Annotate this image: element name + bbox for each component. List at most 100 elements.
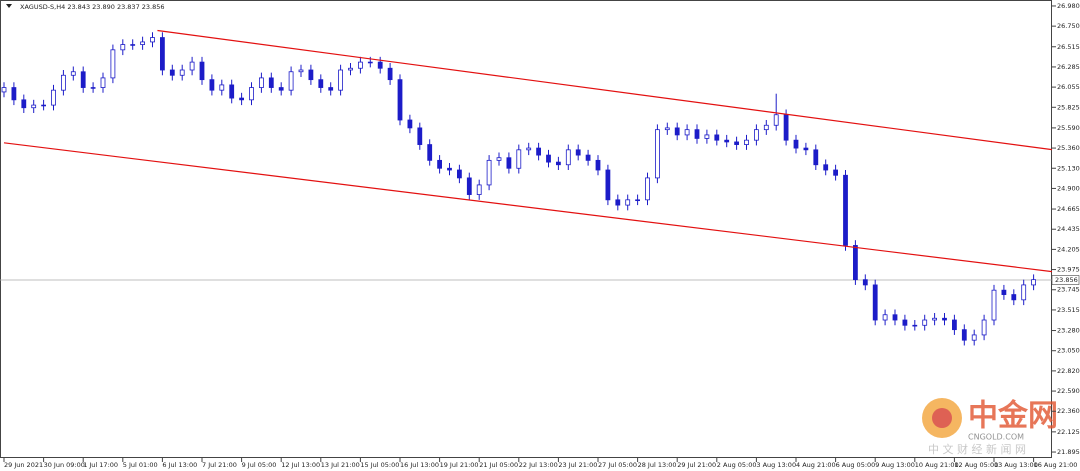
x-tick-label: 13 Jul 21:00 bbox=[321, 461, 360, 469]
y-tick-label: 22.125 bbox=[1057, 428, 1080, 436]
candle-body bbox=[912, 324, 918, 327]
plot-frame bbox=[0, 0, 1052, 458]
candle-body bbox=[397, 79, 403, 121]
x-tick-label: 13 Aug 13:00 bbox=[994, 461, 1038, 469]
x-tick-label: 19 Jul 21:00 bbox=[440, 461, 479, 469]
x-tick-label: 29 Jul 21:00 bbox=[677, 461, 716, 469]
candle-body bbox=[219, 84, 225, 91]
candle-body bbox=[456, 169, 462, 179]
candle-body bbox=[288, 71, 294, 91]
candle-body bbox=[674, 127, 680, 136]
x-tick-label: 4 Aug 21:00 bbox=[796, 461, 836, 469]
x-tick-label: 10 Aug 21:00 bbox=[915, 461, 959, 469]
y-tick-label: 26.750 bbox=[1057, 22, 1080, 30]
candle-body bbox=[615, 199, 621, 206]
x-tick-label: 12 Aug 05:00 bbox=[954, 461, 998, 469]
candle-body bbox=[189, 61, 195, 71]
candle-body bbox=[952, 319, 957, 331]
candle-body bbox=[130, 44, 136, 46]
candle-body bbox=[714, 134, 720, 141]
candle-body bbox=[833, 169, 838, 176]
candle-body bbox=[565, 149, 571, 166]
candle-body bbox=[1031, 279, 1036, 286]
x-tick-label: 30 Jun 09:00 bbox=[44, 461, 85, 469]
x-tick-label: 5 Jul 01:00 bbox=[123, 461, 158, 469]
candle-body bbox=[585, 154, 591, 161]
y-tick-label: 24.665 bbox=[1057, 205, 1080, 213]
x-tick-label: 7 Jul 21:00 bbox=[202, 461, 237, 469]
candle-body bbox=[377, 61, 383, 69]
candle-body bbox=[803, 147, 809, 151]
y-tick-label: 24.205 bbox=[1057, 245, 1080, 253]
candle-body bbox=[258, 77, 264, 88]
candle-body bbox=[664, 127, 670, 131]
candle-body bbox=[516, 149, 522, 169]
candle-body bbox=[100, 77, 106, 88]
x-tick-label: 9 Jul 05:00 bbox=[242, 461, 277, 469]
candle-body bbox=[902, 319, 908, 326]
candle-body bbox=[318, 79, 324, 88]
y-tick-label: 25.130 bbox=[1057, 164, 1080, 172]
candle-body bbox=[763, 124, 769, 131]
candle-body bbox=[813, 149, 819, 166]
watermark-title: 中金网 bbox=[968, 399, 1058, 434]
x-tick-label: 27 Jul 05:00 bbox=[598, 461, 637, 469]
candle-body bbox=[199, 61, 205, 81]
x-tick-label: 3 Aug 13:00 bbox=[756, 461, 796, 469]
candle-body bbox=[447, 167, 452, 171]
candle-body bbox=[744, 139, 749, 145]
trend-line bbox=[157, 29, 1053, 151]
trend-line bbox=[3, 142, 1053, 273]
candle-body bbox=[882, 314, 888, 321]
x-tick-label: 16 Aug 21:00 bbox=[1034, 461, 1078, 469]
x-tick-label: 16 Jul 13:00 bbox=[400, 461, 439, 469]
candle-body bbox=[823, 164, 829, 171]
candle-body bbox=[169, 69, 175, 76]
candle-body bbox=[357, 61, 363, 69]
candle-body bbox=[773, 114, 779, 126]
candle-body bbox=[348, 67, 353, 71]
candle-body bbox=[506, 157, 512, 169]
watermark: 中金网 CNGOLD.COM 中 文 财 经 新 闻 网 bbox=[922, 398, 1058, 456]
candle-body bbox=[922, 319, 928, 326]
y-tick-label: 22.590 bbox=[1057, 387, 1080, 395]
candle-body bbox=[51, 89, 56, 106]
candle-body bbox=[536, 147, 541, 156]
watermark-logo-inner bbox=[932, 408, 952, 428]
x-tick-label: 28 Jul 13:00 bbox=[638, 461, 677, 469]
y-tick-label: 22.820 bbox=[1057, 367, 1080, 375]
candle-body bbox=[684, 129, 690, 136]
candle-body bbox=[496, 157, 502, 161]
y-tick-label: 23.280 bbox=[1057, 327, 1080, 335]
candle-body bbox=[249, 87, 254, 101]
candle-body bbox=[427, 144, 433, 161]
candle-body bbox=[546, 154, 551, 163]
candle-body bbox=[783, 114, 789, 141]
candle-body bbox=[655, 129, 660, 179]
candle-body bbox=[942, 317, 947, 321]
candle-body bbox=[21, 99, 27, 109]
y-tick-label: 23.745 bbox=[1057, 286, 1080, 294]
candle-body bbox=[625, 199, 631, 206]
candle-body bbox=[595, 159, 601, 171]
last-price-box bbox=[1051, 275, 1080, 285]
candle-body bbox=[575, 149, 581, 156]
candle-body bbox=[268, 77, 274, 88]
y-tick-label: 26.055 bbox=[1057, 83, 1080, 91]
x-tick-label: 6 Aug 05:00 bbox=[836, 461, 876, 469]
candle-body bbox=[80, 71, 86, 88]
title-arrow bbox=[6, 4, 12, 8]
candle-body bbox=[70, 71, 76, 76]
y-tick-label: 23.050 bbox=[1057, 347, 1080, 355]
y-tick-label: 22.360 bbox=[1057, 407, 1080, 415]
y-tick-label: 26.285 bbox=[1057, 63, 1080, 71]
candle-body bbox=[437, 159, 443, 169]
x-tick-label: 6 Jul 13:00 bbox=[162, 461, 197, 469]
x-tick-label: 1 Jul 17:00 bbox=[83, 461, 118, 469]
y-tick-label: 26.515 bbox=[1057, 43, 1080, 51]
candle-body bbox=[407, 119, 413, 129]
candle-body bbox=[239, 97, 245, 101]
candle-body bbox=[843, 174, 848, 246]
candle-body bbox=[466, 177, 472, 195]
y-tick-label: 26.980 bbox=[1057, 2, 1080, 10]
